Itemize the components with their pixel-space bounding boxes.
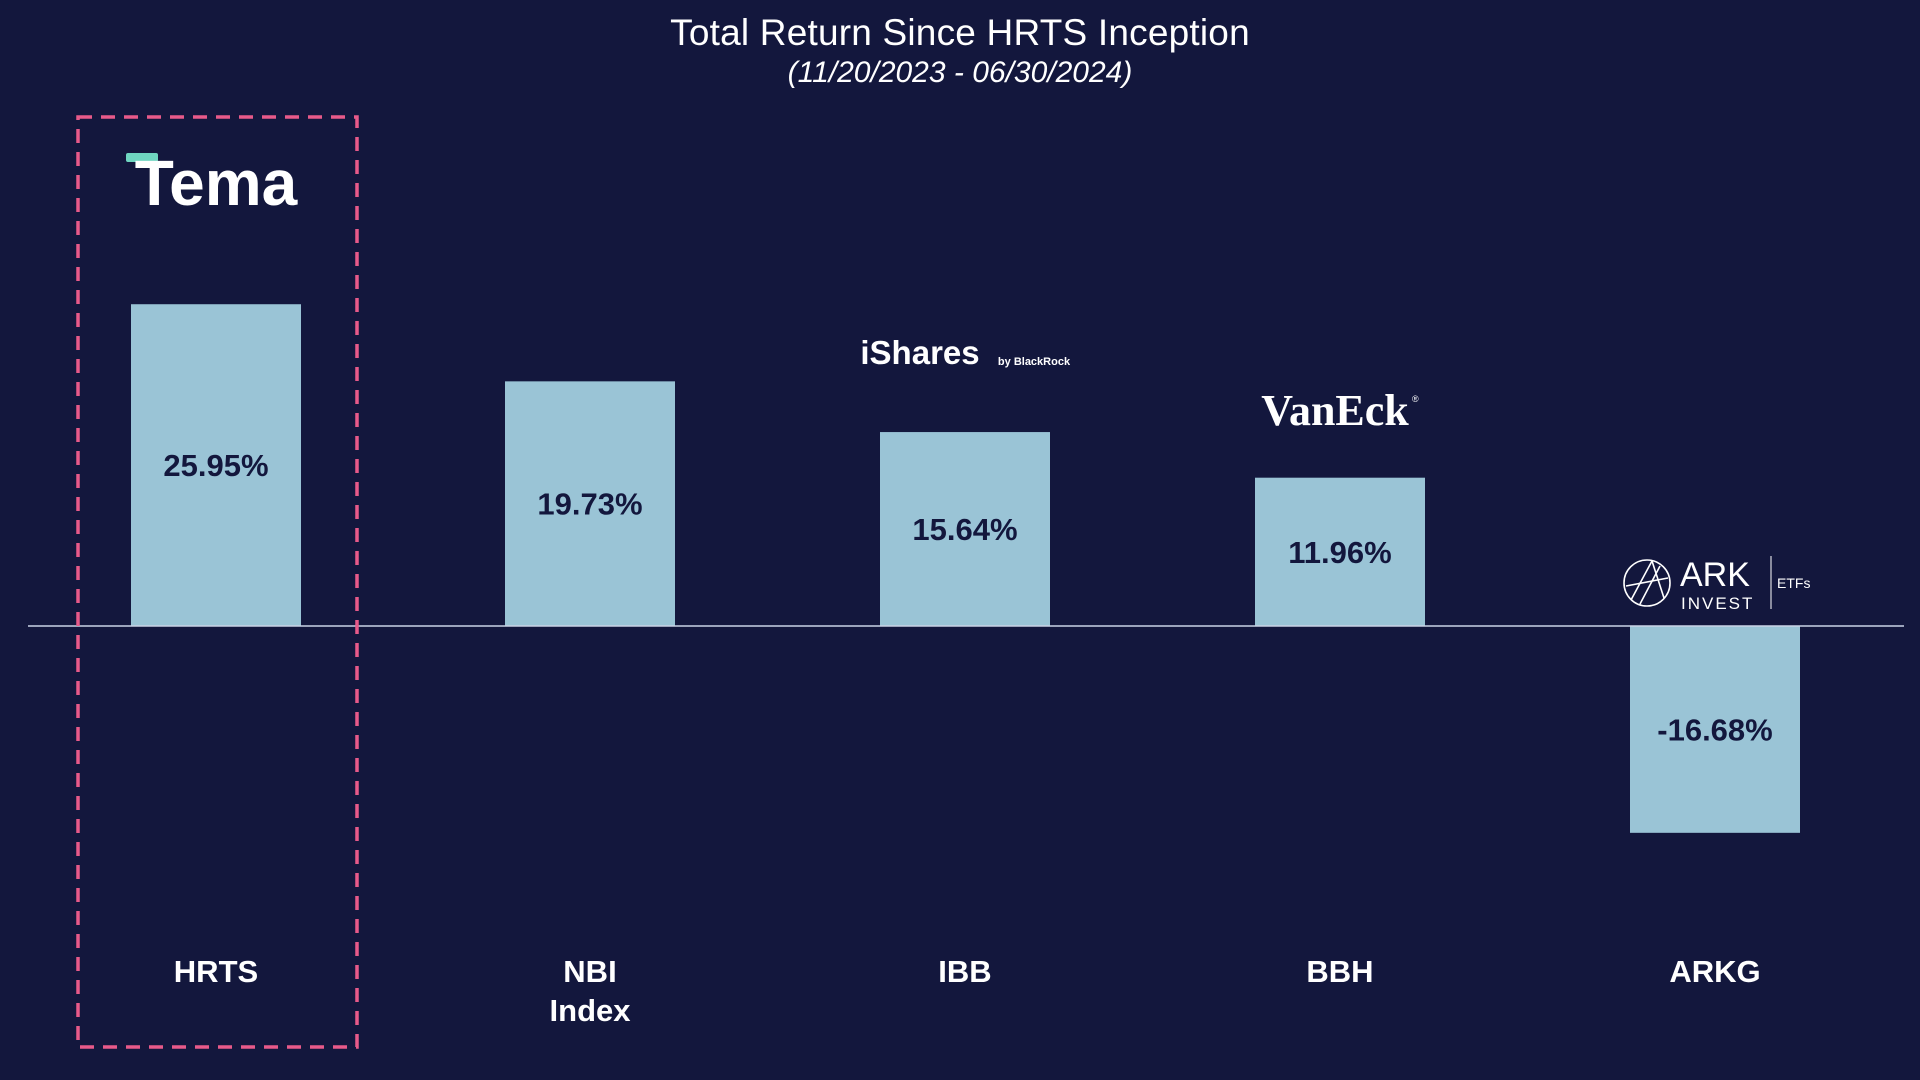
chart-title: Total Return Since HRTS Inception — [670, 12, 1250, 53]
bar-ibb — [880, 432, 1050, 626]
vaneck-logo-text: VanEck — [1261, 386, 1409, 435]
highlight-box — [76, 115, 359, 1049]
data-label: 11.96% — [1288, 535, 1391, 570]
ark-invest-logo: ARK INVEST ETFs — [1623, 556, 1810, 613]
category-label: BBH — [1306, 954, 1373, 989]
category-label: Index — [550, 993, 632, 1028]
vaneck-logo: VanEck ® — [1261, 386, 1419, 435]
bar-arkg — [1630, 626, 1800, 833]
chart-subtitle: (11/20/2023 - 06/30/2024) — [787, 56, 1133, 89]
category-label: IBB — [938, 954, 991, 989]
ishares-logo-text: iShares — [860, 334, 979, 371]
data-label: 15.64% — [912, 512, 1017, 547]
data-label: 25.95% — [163, 448, 268, 483]
bars-group — [131, 304, 1800, 833]
labels-group: 25.95% HRTS 19.73% NBI Index 15.64% IBB 11.96% B… — [163, 448, 1772, 1028]
ark-emblem-icon — [1623, 559, 1671, 607]
ark-logo-text: ARK — [1680, 556, 1750, 594]
ark-etfs-text: ETFs — [1777, 575, 1810, 591]
bar-bbh — [1255, 477, 1425, 626]
ishares-logo: iShares by BlackRock — [860, 334, 1071, 371]
bar-hrts — [131, 304, 301, 626]
category-label: ARKG — [1669, 954, 1760, 989]
category-label: HRTS — [174, 954, 258, 989]
data-label: -16.68% — [1657, 712, 1772, 747]
category-label: NBI — [563, 954, 616, 989]
tema-logo-text: Tema — [135, 147, 298, 219]
ishares-logo-subtext: by BlackRock — [998, 356, 1071, 368]
ark-invest-text: INVEST — [1681, 594, 1754, 613]
vaneck-registered-mark: ® — [1412, 394, 1419, 404]
tema-logo-accent — [126, 153, 158, 162]
tema-logo: Tema — [126, 147, 298, 219]
data-label: 19.73% — [537, 487, 642, 522]
bar-nbi-index — [505, 381, 675, 626]
